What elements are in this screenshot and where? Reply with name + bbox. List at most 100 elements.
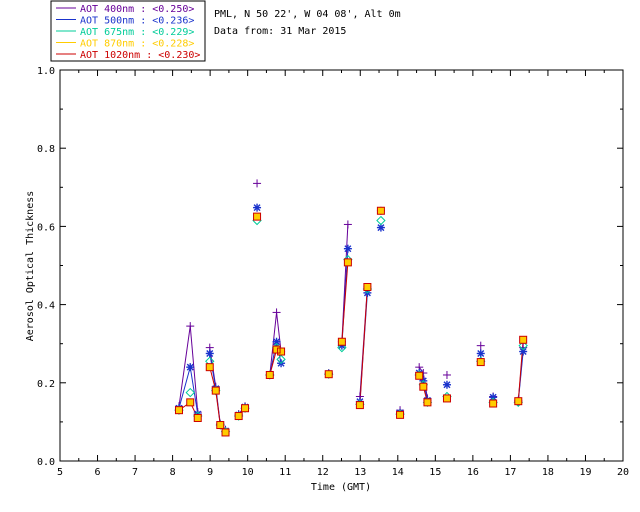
ast-d2	[443, 381, 451, 389]
data-point-square	[489, 399, 498, 408]
data-point-square-fill	[241, 404, 249, 412]
x-tick-label: 11	[279, 467, 291, 478]
x-tick-label: 8	[170, 467, 176, 478]
data-point-square	[519, 335, 528, 344]
data-point-square	[376, 206, 385, 215]
data-point-square-fill	[186, 398, 194, 406]
ast-d2	[273, 338, 281, 346]
data-point-square-fill	[266, 371, 274, 379]
ast-d2	[253, 204, 261, 212]
data-point-square-fill	[277, 348, 285, 356]
data-point-square	[216, 421, 225, 430]
data-point-asterisk	[476, 349, 485, 358]
series-line-segment	[269, 349, 278, 376]
y-tick-label: 0.4	[37, 301, 55, 312]
data-point-square-fill	[194, 414, 202, 422]
data-point-square-fill	[338, 338, 346, 346]
data-point-square	[514, 397, 523, 406]
y-tick-label: 1.0	[37, 66, 55, 77]
data-point-square-fill	[423, 398, 431, 406]
data-point-square-fill	[419, 383, 427, 391]
data-point-square	[193, 413, 202, 422]
data-point-square	[363, 283, 372, 292]
data-point-square	[419, 382, 428, 391]
x-tick-label: 20	[617, 467, 629, 478]
data-point-square-fill	[325, 370, 333, 378]
series-line-segment	[189, 367, 199, 415]
y-tick-label: 0.0	[37, 457, 55, 468]
data-point-asterisk	[186, 363, 195, 372]
legend-entry: AOT 1020nm : <0.230>	[80, 50, 200, 61]
series-line-segment	[189, 326, 199, 413]
data-point-square-fill	[235, 412, 243, 420]
data-point-plus	[272, 308, 281, 317]
data-point-square-fill	[206, 363, 214, 371]
ast-d2	[186, 363, 194, 371]
data-point-square-fill	[222, 428, 230, 436]
y-axis-label: Aerosol Optical Thickness	[25, 191, 36, 342]
data-point-diamond	[185, 387, 195, 398]
data-point-square	[265, 370, 274, 379]
data-point-square-fill	[514, 397, 522, 405]
legend-entry: AOT 870nm : <0.228>	[80, 39, 194, 50]
x-tick-label: 16	[467, 467, 479, 478]
data-point-square	[253, 212, 262, 221]
data-point-square-fill	[175, 406, 183, 414]
ast-d2	[477, 349, 485, 357]
data-point-square	[277, 347, 286, 356]
x-tick-label: 15	[429, 467, 441, 478]
data-point-square-fill	[415, 372, 423, 380]
data-point-square	[211, 386, 220, 395]
series-markers	[174, 179, 528, 437]
data-point-square	[442, 394, 451, 403]
ast-d2	[206, 349, 214, 357]
data-point-square-fill	[489, 400, 497, 408]
x-tick-label: 5	[57, 467, 63, 478]
data-point-square	[343, 258, 352, 267]
info-location: PML, N 50 22', W 04 08', Alt 0m	[214, 9, 401, 20]
data-point-diamond	[518, 340, 528, 351]
y-tick-label: 0.6	[37, 222, 55, 233]
x-tick-label: 14	[392, 467, 404, 478]
data-point-square	[423, 398, 432, 407]
data-point-square-fill	[216, 421, 224, 429]
legend-entry: AOT 500nm : <0.236>	[80, 16, 194, 27]
data-point-plus	[253, 179, 262, 188]
x-tick-label: 9	[207, 467, 213, 478]
data-point-square	[324, 370, 333, 379]
data-point-square-fill	[396, 411, 404, 419]
series-line-segment	[178, 326, 191, 407]
data-point-asterisk	[442, 380, 451, 389]
data-point-square-fill	[377, 207, 385, 215]
data-point-square	[241, 404, 250, 413]
data-point-plus	[442, 370, 451, 379]
x-tick-label: 13	[354, 467, 366, 478]
series-line-segment	[359, 286, 368, 406]
data-point-plus	[186, 322, 195, 331]
series-line-segment	[178, 367, 191, 409]
legend-entry: AOT 400nm : <0.250>	[80, 4, 194, 15]
ast-d2	[519, 348, 527, 356]
ast-d2	[377, 224, 385, 232]
y-tick-label: 0.2	[37, 379, 55, 390]
data-point-plus	[343, 220, 352, 229]
data-point-square	[337, 337, 346, 346]
x-axis-label: Time (GMT)	[311, 482, 371, 493]
data-point-diamond	[376, 215, 386, 226]
data-point-square	[234, 412, 243, 421]
data-point-square-fill	[443, 394, 451, 402]
x-tick-label: 18	[542, 467, 554, 478]
series-line-segment	[341, 262, 349, 342]
legend-frame	[50, 0, 206, 62]
data-point-square	[396, 410, 405, 419]
ast-d2	[489, 393, 497, 401]
data-point-square-fill	[356, 401, 364, 409]
data-point-diamond	[276, 354, 286, 365]
axis-ticks	[59, 69, 624, 462]
x-tick-label: 17	[504, 467, 516, 478]
data-point-asterisk	[519, 347, 528, 356]
data-point-square-fill	[477, 358, 485, 366]
ast-d2	[344, 245, 352, 253]
